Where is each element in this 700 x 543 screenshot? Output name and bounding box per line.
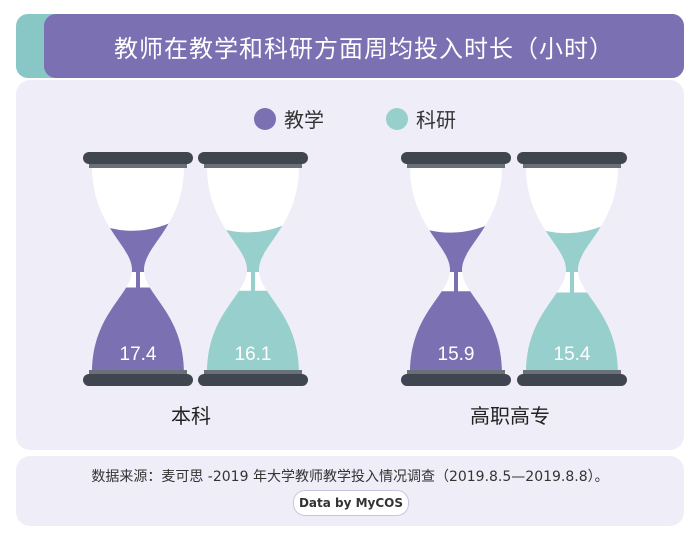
legend-swatch-research — [386, 107, 408, 130]
hourglass-cap-top-rim — [407, 164, 505, 168]
legend-swatch-teaching — [254, 107, 276, 130]
sand-stream — [251, 270, 255, 295]
hourglass-1-0: 15.9 — [401, 152, 511, 386]
brand-badge: Data by MyCOS — [293, 490, 409, 516]
hourglass-cap-bottom — [401, 374, 511, 386]
hourglass-cap-bottom — [517, 374, 627, 386]
source-note: 数据来源：麦可思 -2019 年大学教师教学投入情况调查（2019.8.5—20… — [91, 469, 609, 485]
hourglass-cap-top-rim — [523, 164, 621, 168]
hourglass-cap-bottom-rim — [204, 370, 302, 374]
hourglass-cap-top-rim — [204, 164, 302, 168]
legend-item-teaching: 教学 — [254, 104, 324, 133]
hourglass-cap-top — [401, 152, 511, 164]
hourglass-1-1: 15.4 — [517, 152, 627, 386]
category-label-undergrad: 本科 — [171, 404, 211, 428]
hourglass-cap-top — [83, 152, 193, 164]
legend-label-teaching: 教学 — [284, 108, 324, 132]
legend-label-research: 科研 — [416, 108, 456, 132]
hourglass-cap-bottom-rim — [407, 370, 505, 374]
sand-stream — [570, 270, 574, 297]
hourglass-0-0: 17.4 — [83, 152, 193, 386]
hourglass-cap-top — [517, 152, 627, 164]
legend-item-research: 科研 — [386, 104, 456, 133]
hourglass-cap-bottom — [83, 374, 193, 386]
hourglass-cap-top-rim — [89, 164, 187, 168]
hourglass-cap-bottom-rim — [523, 370, 621, 374]
hourglass-0-1: 16.1 — [198, 152, 308, 386]
legend: 教学 科研 — [0, 104, 700, 132]
hourglass-cap-top — [198, 152, 308, 164]
sand-stream — [454, 270, 458, 296]
hourglass-cap-bottom-rim — [89, 370, 187, 374]
data-label: 15.9 — [438, 344, 475, 365]
category-label-vocational: 高职高专 — [470, 404, 550, 428]
data-label: 15.4 — [554, 344, 591, 365]
sand-stream — [136, 270, 140, 292]
data-label: 17.4 — [120, 344, 157, 365]
data-label: 16.1 — [235, 344, 272, 365]
chart-title: 教师在教学和科研方面周均投入时长（小时） — [44, 14, 684, 78]
hourglass-cap-bottom — [198, 374, 308, 386]
